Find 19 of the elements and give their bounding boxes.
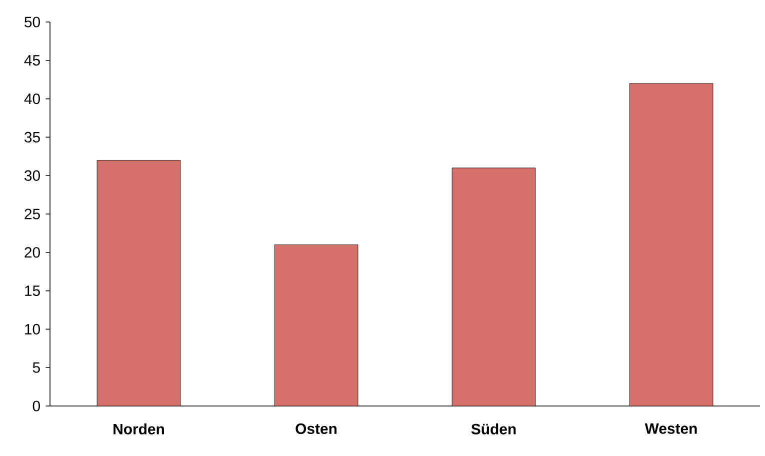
y-tick-label: 10 xyxy=(25,324,40,334)
y-tick-label: 15 xyxy=(25,286,40,296)
y-tick-label: 50 xyxy=(24,16,40,28)
y-tick-label: 45 xyxy=(24,55,40,66)
y-tick-label: 25 xyxy=(24,208,40,220)
bar xyxy=(629,83,714,406)
bar xyxy=(452,168,536,406)
y-tick-label: 35 xyxy=(24,132,40,142)
y-tick-label: 20 xyxy=(24,247,40,258)
x-tick-label: Westen xyxy=(644,423,697,434)
y-tick-label: 30 xyxy=(24,170,40,181)
x-tick-label: Süden xyxy=(471,423,516,434)
bar xyxy=(96,160,181,406)
bar xyxy=(274,244,358,406)
x-tick-label: Norden xyxy=(114,423,164,434)
x-tick-label: Osten xyxy=(296,423,336,434)
y-tick-label: 40 xyxy=(24,94,40,104)
y-tick-label: 5 xyxy=(32,362,40,373)
y-tick-label: 0 xyxy=(32,400,40,412)
